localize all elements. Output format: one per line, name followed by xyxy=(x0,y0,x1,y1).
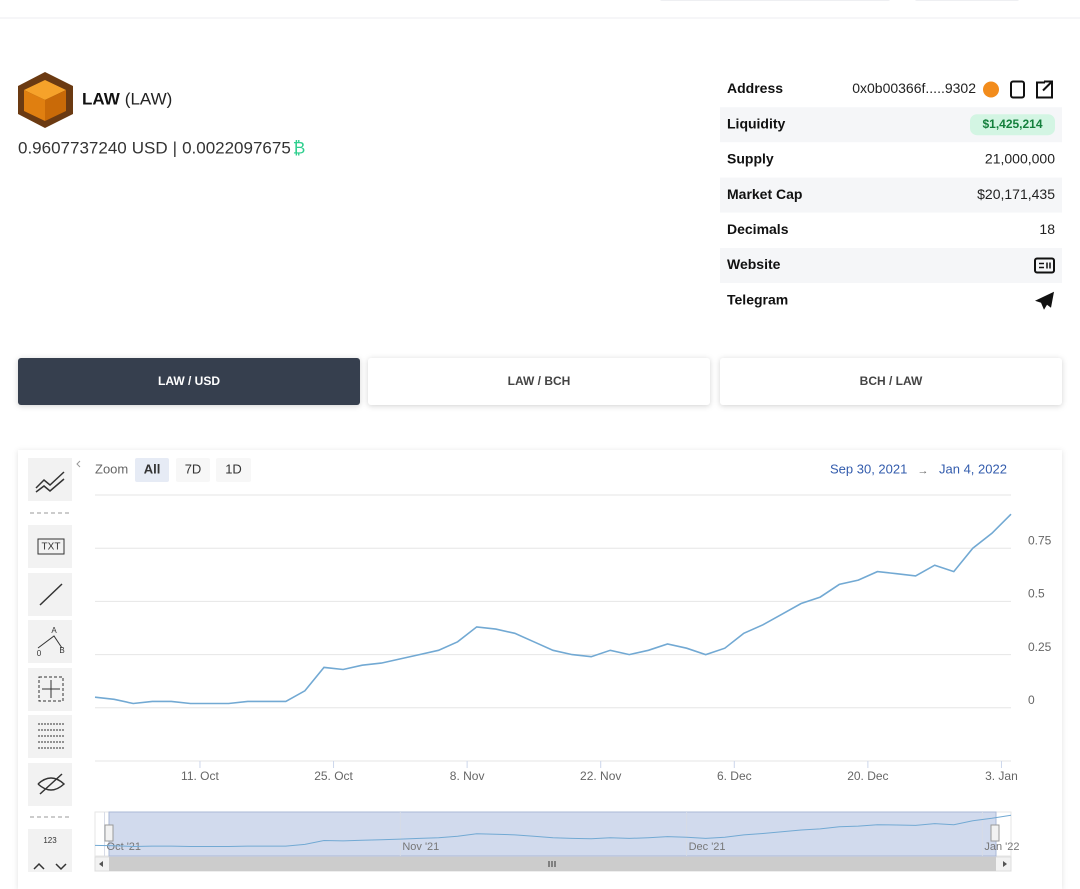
zoom-button[interactable] xyxy=(176,458,210,482)
counter-icon: 123 xyxy=(43,836,57,845)
x-tick-label: 8. Nov xyxy=(450,769,485,783)
external-link-icon[interactable] xyxy=(1036,80,1053,99)
measure-icon xyxy=(38,676,64,702)
zoom-label: Zoom xyxy=(95,461,128,476)
toolbar-separator xyxy=(30,512,72,818)
pair-tab-label: LAW / USD xyxy=(158,374,220,388)
pair-tab[interactable] xyxy=(368,358,710,405)
zoom-button[interactable] xyxy=(216,458,251,482)
info-value: $20,171,435 xyxy=(977,186,1055,202)
y-tick-label: 0.75 xyxy=(1028,533,1052,547)
angle-icon xyxy=(37,635,63,649)
x-tick-label: 3. Jan xyxy=(985,769,1018,783)
bch-symbol: ₿ xyxy=(293,138,306,157)
address-value: 0x0b00366f.....9302 xyxy=(852,80,976,96)
info-label: Telegram xyxy=(727,291,788,307)
trend-icon xyxy=(35,471,65,493)
pair-tab-label: BCH / LAW xyxy=(860,374,923,388)
navigator-label: Jan '22 xyxy=(984,841,1019,853)
price-bch: 0.0022097675 xyxy=(182,138,291,157)
y-tick-label: 0.5 xyxy=(1028,587,1045,601)
copy-icon[interactable] xyxy=(1010,80,1025,99)
info-label: Liquidity xyxy=(727,115,786,131)
price-line xyxy=(94,513,1012,705)
grid-icon xyxy=(38,723,64,749)
navigator-handle[interactable] xyxy=(990,824,1000,842)
info-label: Decimals xyxy=(727,221,789,237)
info-label: Market Cap xyxy=(727,186,802,202)
info-label: Supply xyxy=(727,151,774,167)
navigator-label: Dec '21 xyxy=(689,841,726,853)
info-label: Website xyxy=(727,256,781,272)
navigator-line xyxy=(94,814,1012,848)
navigator-background xyxy=(94,811,1012,857)
measure-icon-arrows xyxy=(42,680,60,698)
metamask-icon[interactable] xyxy=(983,81,999,98)
website-icon-lines xyxy=(1039,262,1051,269)
toolbar-button[interactable] xyxy=(28,458,72,501)
navigator-handle[interactable] xyxy=(104,824,114,842)
x-tick-label: 20. Dec xyxy=(847,769,888,783)
hide-icon xyxy=(37,773,66,795)
zoom-button-label: All xyxy=(144,461,161,476)
token-symbol: (LAW) xyxy=(125,89,173,108)
x-tick-label: 11. Oct xyxy=(181,769,219,783)
y-tick-label: 0.25 xyxy=(1028,640,1052,654)
navigator-label: Oct '21 xyxy=(107,841,142,853)
pair-tab[interactable] xyxy=(720,358,1062,405)
price-usd: 0.9607737240 xyxy=(18,138,127,157)
info-value: 18 xyxy=(1039,221,1055,237)
navigator-selection xyxy=(108,811,997,857)
x-tick-label: 6. Dec xyxy=(717,769,752,783)
pair-tab[interactable] xyxy=(18,358,360,405)
toolbar-button[interactable] xyxy=(28,620,72,663)
separator: | xyxy=(173,138,177,157)
navigator-label: Nov '21 xyxy=(402,841,439,853)
line-icon xyxy=(39,583,63,606)
website-icon[interactable] xyxy=(1034,257,1055,274)
angle-icon-label: B xyxy=(59,646,64,655)
x-tick-label: 25. Oct xyxy=(314,769,353,783)
info-label: Address xyxy=(727,80,783,96)
pair-tab-label: LAW / BCH xyxy=(508,374,571,388)
toolbar-scroll[interactable] xyxy=(33,862,67,871)
y-tick-label: 0 xyxy=(1028,693,1035,707)
range-from[interactable]: Sep 30, 2021 xyxy=(830,461,907,476)
token-icon xyxy=(18,72,73,128)
range-arrow: → xyxy=(918,465,929,477)
zoom-button[interactable] xyxy=(135,458,169,482)
plot-border-lines xyxy=(95,494,1011,762)
txt-icon: TXT xyxy=(42,542,61,553)
scrollbar-grip xyxy=(548,861,556,867)
txt-icon-frame xyxy=(37,538,65,555)
liquidity-value: $1,425,214 xyxy=(982,117,1042,131)
row-background xyxy=(720,177,1062,213)
range-to[interactable]: Jan 4, 2022 xyxy=(939,461,1007,476)
zoom-button-label: 1D xyxy=(225,461,242,476)
telegram-icon[interactable] xyxy=(1035,291,1054,310)
zoom-button-label: 7D xyxy=(185,461,202,476)
usd-unit: USD xyxy=(132,138,168,157)
angle-icon-label: A xyxy=(51,626,57,635)
x-tick-label: 22. Nov xyxy=(580,769,621,783)
token-name: LAW xyxy=(82,89,121,108)
toolbar-button[interactable] xyxy=(28,525,72,568)
row-background xyxy=(720,248,1062,283)
angle-icon-label: 0 xyxy=(37,649,42,658)
liquidity-badge xyxy=(970,114,1055,136)
info-value: 21,000,000 xyxy=(985,151,1055,167)
toolbar-collapse xyxy=(76,460,81,468)
